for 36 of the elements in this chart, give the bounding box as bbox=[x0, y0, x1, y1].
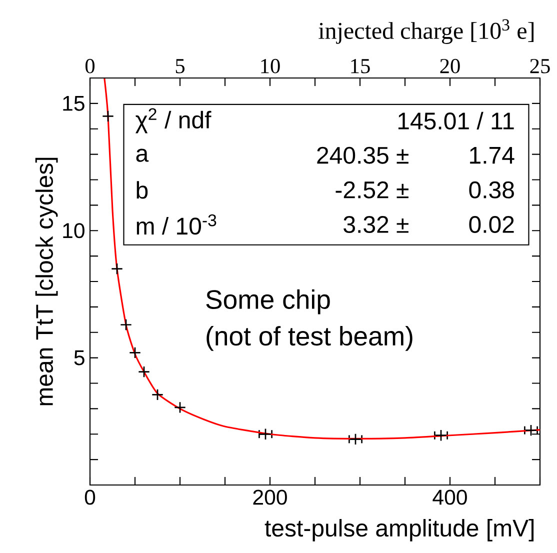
point bbox=[111, 262, 124, 275]
annotation: (not of test beam) bbox=[206, 326, 412, 351]
annotation: -2.52 ± bbox=[336, 181, 408, 198]
x-tick-label: 0 bbox=[84, 490, 96, 505]
y-tick-label: 5 bbox=[74, 350, 84, 366]
annotation: 1.74 bbox=[470, 147, 514, 164]
annotation: Some chip bbox=[206, 289, 330, 314]
x-tick-label: 200 bbox=[253, 490, 287, 505]
x-tick-label: 400 bbox=[432, 490, 467, 505]
annotation: a bbox=[136, 148, 149, 162]
x2-tick-label: 5 bbox=[176, 59, 184, 74]
annotation: 0.38 bbox=[469, 181, 514, 198]
annotation: 3.32 ± bbox=[344, 216, 408, 234]
point bbox=[120, 318, 132, 331]
x2-axis-title: injected charge [10$^{3}$ e] bbox=[318, 19, 534, 44]
point bbox=[102, 110, 114, 122]
line-series bbox=[104, 78, 540, 440]
x2-tick-label: 10 bbox=[261, 58, 280, 74]
y-tick-label: 15 bbox=[63, 96, 84, 111]
y-tick-label: 10 bbox=[63, 223, 84, 238]
x2-tick-label: 25 bbox=[530, 58, 550, 74]
point bbox=[129, 346, 142, 359]
annotation: χ$^{2}$ / ndf bbox=[136, 108, 212, 134]
x-axis-title: test-pulse amplitude [mV] bbox=[264, 519, 534, 542]
annotation: 240.35 ± bbox=[317, 146, 408, 164]
annotation: 145.01 / 11 bbox=[398, 112, 514, 130]
point bbox=[174, 401, 186, 414]
annotation: b bbox=[136, 181, 148, 199]
point bbox=[152, 388, 164, 401]
x2-tick-label: 15 bbox=[351, 58, 370, 74]
annotation: m / 10$^{-3}$ bbox=[136, 214, 216, 235]
point bbox=[138, 366, 150, 378]
annotation: 0.02 bbox=[469, 216, 514, 234]
x2-tick-label: 0 bbox=[85, 58, 95, 74]
x2-tick-label: 20 bbox=[440, 58, 460, 74]
y-axis-title: mean TtT [clock cycles] bbox=[35, 158, 58, 406]
